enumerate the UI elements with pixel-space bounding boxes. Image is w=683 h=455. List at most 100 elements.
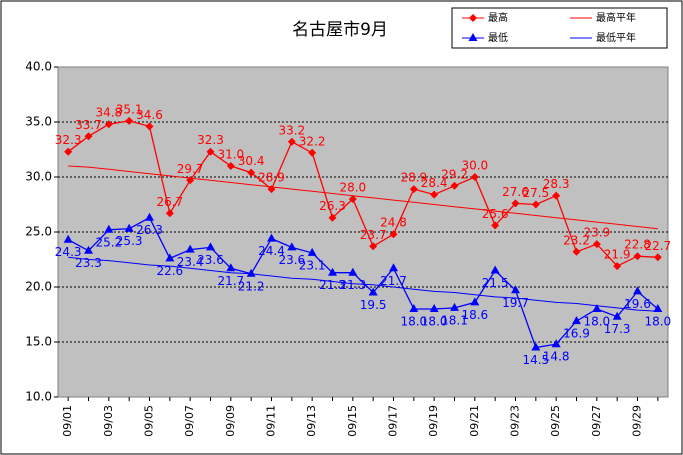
point	[328, 267, 337, 276]
x-tick-label: 09/29	[631, 405, 644, 437]
point	[308, 148, 317, 157]
point	[226, 162, 235, 170]
data-label: 14.8	[543, 350, 570, 364]
point	[84, 132, 93, 141]
point	[145, 122, 154, 131]
data-label: 16.9	[563, 327, 590, 341]
data-label: 23.9	[583, 226, 610, 240]
point	[653, 304, 663, 312]
point	[124, 223, 134, 232]
point	[450, 302, 459, 311]
data-label: 34.6	[136, 108, 163, 122]
data-label: 21.2	[238, 279, 265, 293]
y-tick-label: 20.0	[25, 280, 52, 294]
data-label: 34.8	[95, 106, 122, 120]
x-tick-label: 09/01	[61, 405, 74, 437]
x-tick-label: 09/05	[143, 405, 156, 437]
point	[287, 242, 297, 251]
data-label: 30.4	[238, 154, 265, 168]
point	[429, 304, 439, 312]
data-label: 23.7	[360, 228, 387, 242]
data-label: 27.6	[502, 185, 529, 199]
point	[348, 195, 357, 203]
data-label: 18.6	[461, 308, 488, 322]
point	[206, 242, 215, 251]
data-label: 19.6	[624, 297, 651, 311]
data-label: 28.3	[543, 177, 570, 191]
data-label: 33.2	[278, 123, 305, 137]
point	[104, 120, 113, 129]
point	[63, 234, 73, 243]
data-label: 31.0	[217, 148, 244, 162]
data-label: 28.4	[421, 176, 448, 190]
point	[389, 230, 398, 239]
data-label: 23.6	[197, 253, 224, 267]
point	[267, 233, 276, 242]
x-tick-label: 09/11	[265, 405, 278, 437]
point	[450, 181, 459, 190]
series-line	[68, 256, 658, 312]
point	[612, 311, 622, 320]
point	[470, 297, 480, 306]
data-label: 32.3	[55, 133, 82, 147]
y-tick-label: 25.0	[25, 225, 52, 239]
x-tick-label: 09/09	[224, 405, 237, 437]
point	[226, 263, 236, 272]
data-label: 32.2	[299, 134, 326, 148]
data-label: 22.6	[156, 264, 183, 278]
data-label: 29.2	[441, 167, 468, 181]
x-tick-label: 09/03	[102, 405, 115, 437]
point	[369, 242, 378, 251]
x-tick-label: 09/13	[305, 405, 318, 437]
x-tick-label: 09/17	[387, 405, 400, 437]
x-tick-label: 09/21	[468, 405, 481, 437]
point	[633, 252, 642, 261]
point	[470, 173, 479, 181]
point	[551, 339, 561, 348]
x-tick-label: 09/23	[509, 405, 522, 437]
point	[592, 304, 602, 312]
data-label: 19.5	[360, 298, 387, 312]
data-label: 24.3	[55, 245, 82, 259]
y-tick-label: 30.0	[25, 170, 52, 184]
point	[145, 212, 154, 221]
point	[104, 224, 114, 233]
x-tick-label: 09/27	[590, 405, 603, 437]
data-label: 23.2	[563, 233, 590, 247]
data-label: 21.7	[380, 274, 407, 288]
point	[348, 267, 358, 276]
data-label: 23.4	[177, 255, 204, 269]
legend-label: 最高平年	[596, 11, 636, 24]
point	[490, 265, 500, 274]
legend-label: 最低	[488, 31, 508, 44]
point	[491, 221, 500, 230]
data-label: 21.5	[482, 276, 509, 290]
data-label: 30.0	[461, 159, 488, 173]
series-line	[67, 120, 658, 267]
data-label: 26.3	[319, 199, 346, 213]
point	[328, 213, 337, 222]
point	[511, 285, 520, 294]
point	[552, 191, 561, 200]
legend-label: 最低平年	[596, 31, 636, 44]
data-label: 21.3	[339, 278, 366, 292]
point	[246, 268, 256, 277]
point	[653, 253, 662, 262]
data-label: 25.3	[116, 234, 143, 248]
data-label: 19.7	[502, 296, 529, 310]
y-tick-label: 15.0	[25, 335, 52, 349]
data-label: 28.0	[339, 181, 366, 195]
point	[307, 247, 317, 256]
y-tick-label: 10.0	[25, 390, 52, 404]
data-label: 24.8	[380, 216, 407, 230]
data-label: 26.7	[156, 195, 183, 209]
point	[206, 147, 215, 156]
data-label: 35.1	[116, 102, 143, 116]
data-label: 25.6	[482, 207, 509, 221]
point	[531, 342, 541, 351]
point	[409, 304, 419, 312]
point	[125, 116, 134, 125]
point	[84, 245, 93, 254]
legend	[451, 7, 668, 49]
